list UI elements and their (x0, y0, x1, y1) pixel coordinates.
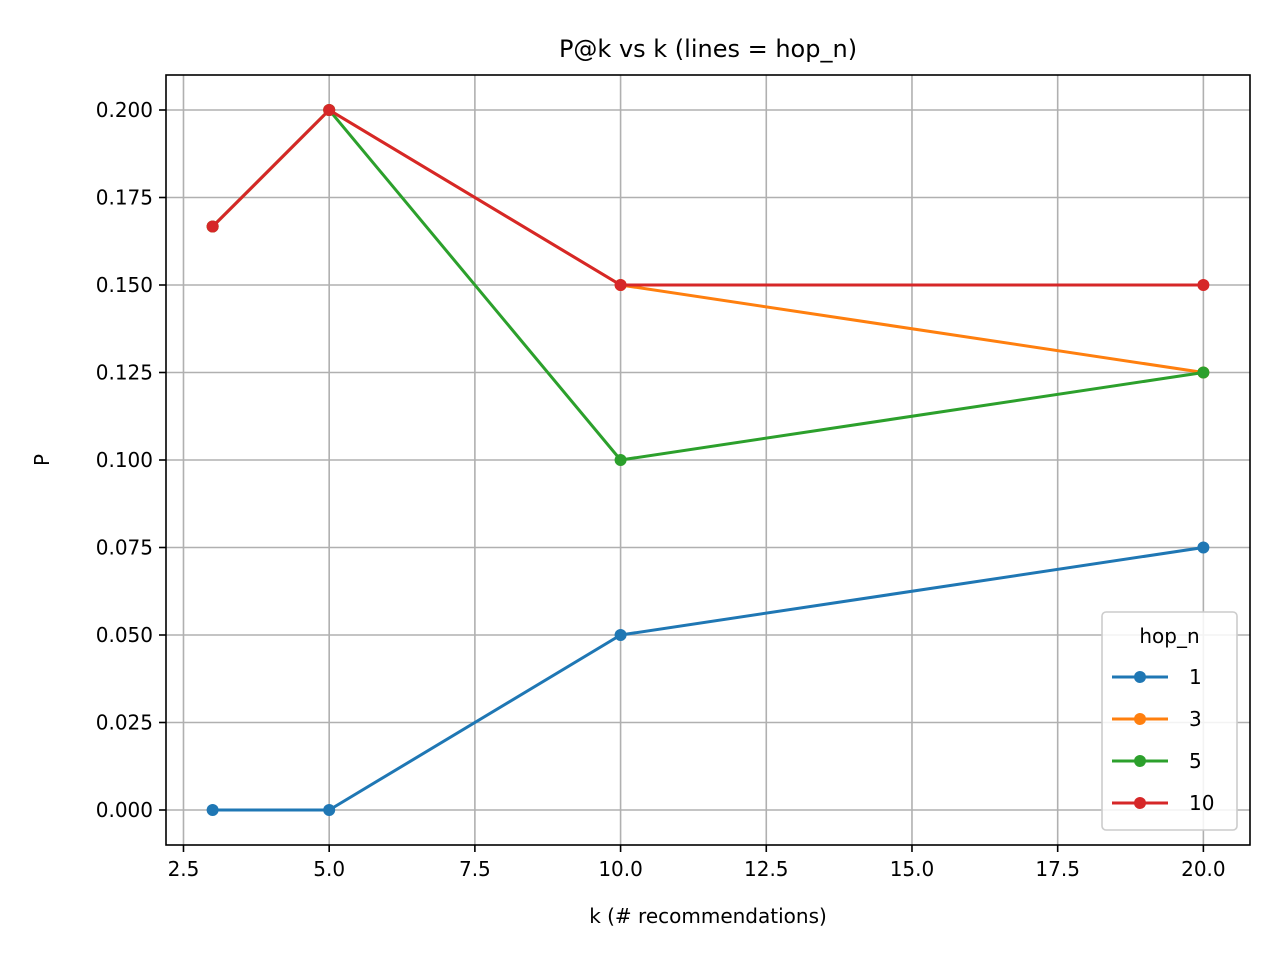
series-10 (206, 104, 1210, 291)
y-axis-label: P (30, 454, 54, 466)
y-tick-label: 0.050 (96, 623, 153, 647)
x-tick-label: 17.5 (1035, 857, 1080, 881)
y-tick-label: 0.075 (96, 536, 153, 560)
legend-swatch-marker (1134, 713, 1146, 725)
y-tick-label: 0.150 (96, 273, 153, 297)
data-point (323, 804, 336, 816)
series-1 (206, 541, 1210, 816)
y-tick-label: 0.125 (96, 361, 153, 385)
y-tick-label: 0.100 (96, 448, 153, 472)
x-axis-ticks: 2.5 5.0 7.5 10.0 12.5 15.0 17.5 20.0 (168, 845, 1226, 881)
data-point (614, 629, 627, 641)
series-line-1 (212, 546, 1204, 812)
legend-entry-3: 3 (1112, 707, 1202, 731)
x-tick-label: 5.0 (313, 857, 345, 881)
legend-swatch-marker (1134, 797, 1146, 809)
legend-label: 3 (1189, 707, 1202, 731)
series-lines (206, 104, 1210, 816)
data-point (614, 454, 627, 466)
legend-box (1101, 611, 1238, 831)
data-point (206, 220, 219, 233)
x-tick-label: 15.0 (890, 857, 935, 881)
legend-label: 5 (1189, 749, 1202, 773)
x-tick-label: 20.0 (1181, 857, 1226, 881)
legend-label: 1 (1189, 665, 1202, 689)
data-point (614, 279, 627, 291)
y-axis-ticks: 0.000 0.025 0.050 0.075 0.100 0.125 0.150 0.175… (96, 98, 166, 822)
legend-entry-10: 10 (1112, 791, 1214, 815)
y-tick-label: 0.025 (96, 711, 153, 735)
data-point (323, 104, 336, 116)
legend-entry-5: 5 (1112, 749, 1202, 773)
legend-label: 10 (1189, 791, 1214, 815)
grid-lines (166, 75, 1250, 845)
y-tick-label: 0.200 (96, 98, 153, 122)
chart-title: P@k vs k (lines = hop_n) (559, 35, 857, 63)
data-point (206, 804, 219, 816)
y-tick-label: 0.175 (96, 186, 153, 210)
legend: hop_n 1 3 5 10 (1101, 611, 1238, 831)
series-line-10 (211, 108, 1204, 287)
legend-swatch-marker (1134, 755, 1146, 767)
x-tick-label: 7.5 (459, 857, 491, 881)
legend-title: hop_n (1139, 624, 1199, 648)
legend-entry-1: 1 (1112, 665, 1202, 689)
x-tick-label: 10.0 (598, 857, 643, 881)
data-point (1197, 366, 1210, 379)
legend-swatch-marker (1134, 671, 1146, 683)
x-tick-label: 12.5 (744, 857, 789, 881)
x-tick-label: 2.5 (168, 857, 200, 881)
data-point (1197, 541, 1210, 554)
x-axis-label: k (# recommendations) (589, 904, 827, 928)
data-point (1197, 279, 1210, 291)
y-tick-label: 0.000 (96, 798, 153, 822)
